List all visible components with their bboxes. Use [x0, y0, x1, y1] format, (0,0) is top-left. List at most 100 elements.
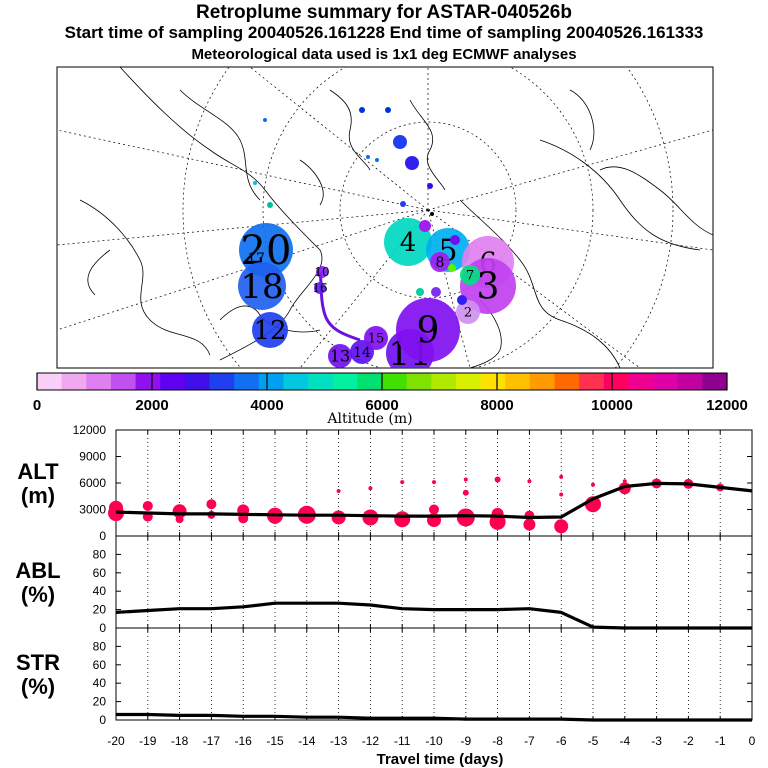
panel-frame [115, 627, 753, 721]
series-line [116, 712, 752, 722]
altitude-dot [271, 516, 279, 525]
cluster-label: 15 [368, 332, 385, 347]
cluster-blob [364, 326, 388, 350]
colorbar-swatch [554, 373, 580, 390]
plume-dot [416, 288, 424, 296]
y-tick-label: 0 [99, 713, 106, 727]
colorbar-swatch [406, 373, 432, 390]
cluster-label: 8 [436, 255, 445, 271]
panel-alt: 0 3000 6000 9000 12000 ALT(m) [17, 423, 753, 543]
colorbar-swatch [258, 373, 284, 390]
altitude-dot [527, 479, 532, 484]
panel-unit: (%) [21, 674, 55, 699]
cluster-label: 12 [253, 316, 286, 346]
x-tick-label: -4 [619, 734, 630, 748]
plume-dot [366, 155, 370, 159]
altitude-dot [523, 518, 536, 531]
plume-dot [450, 235, 460, 245]
altitude-dot [591, 482, 595, 487]
x-axis-label: Travel time (days) [377, 751, 504, 768]
colorbar-tick-label: 10000 [591, 397, 633, 414]
colorbar-swatch [505, 373, 531, 390]
colorbar-swatch [357, 373, 383, 390]
y-tick-label: 0 [99, 621, 106, 635]
panel-unit: (%) [21, 582, 55, 607]
cluster-label: 18 [240, 267, 283, 307]
altitude-dot [331, 510, 346, 525]
y-tick-label: 20 [93, 695, 107, 709]
panel-title: ABL [15, 558, 60, 583]
x-tick-label: -8 [492, 734, 503, 748]
plume-dot [393, 135, 407, 149]
cluster-blob [460, 265, 480, 285]
plume-dot [263, 118, 267, 122]
cluster-blob [314, 282, 326, 294]
colorbar-swatch [455, 373, 482, 390]
altitude-dot [206, 499, 217, 510]
colorbar-swatch [110, 373, 137, 390]
colorbar-swatch [61, 373, 87, 390]
colorbar-swatch [702, 373, 728, 390]
y-tick-label: 80 [93, 639, 107, 653]
x-tick-label: -6 [556, 734, 567, 748]
y-tick-label: 40 [93, 676, 107, 690]
colorbar-tick-label: 12000 [706, 397, 748, 414]
colorbar-tick-label: 8000 [480, 397, 513, 414]
plume-dot [375, 158, 379, 162]
x-tick-label: -12 [362, 734, 380, 748]
y-tick-label: 6000 [79, 476, 106, 490]
x-tick-label: -16 [235, 734, 253, 748]
plume-dot [431, 287, 441, 297]
colorbar-swatch [603, 373, 629, 390]
altitude-colorbar: 0 2000 4000 6000 8000 10000 12000 Altitude (m) [33, 372, 748, 427]
altitude-dot [432, 480, 436, 485]
cluster-label: 10 [314, 265, 329, 279]
colorbar-swatch [308, 373, 334, 390]
panel-abl: 0 20 40 60 80 ABL(%) [15, 535, 753, 635]
altitude-dot [394, 511, 411, 528]
colorbar-swatch [234, 373, 260, 390]
x-tick-label: -19 [139, 734, 157, 748]
cluster-blob [384, 218, 432, 266]
plume-dot [267, 202, 273, 208]
colorbar-swatch [184, 373, 210, 390]
x-tick-label: -15 [266, 734, 284, 748]
panel-unit: (m) [21, 483, 55, 508]
altitude-dot [362, 509, 379, 526]
y-tick-label: 3000 [79, 503, 106, 517]
cluster-label: 14 [353, 345, 371, 361]
x-tick-label: -1 [715, 734, 726, 748]
cluster-label: 9 [417, 311, 440, 352]
colorbar-swatch [653, 373, 679, 390]
cluster-label: 13 [330, 347, 350, 366]
y-tick-label: 40 [93, 584, 107, 598]
panel-title: ALT [17, 459, 59, 484]
colorbar-swatch [37, 373, 63, 390]
cluster-blob [238, 262, 286, 310]
x-tick-label: -18 [171, 734, 189, 748]
y-tick-label: 9000 [79, 450, 106, 464]
x-tick-label: -10 [425, 734, 443, 748]
map-coastlines [79, 67, 713, 368]
cluster-label: 7 [466, 269, 474, 284]
cluster-blob [316, 266, 328, 278]
x-tick-label: -9 [460, 734, 471, 748]
series-line [115, 481, 753, 520]
plume-dot [359, 107, 365, 113]
altitude-dot [175, 515, 184, 524]
altitude-dot [400, 480, 405, 485]
colorbar-tick-label: 0 [33, 397, 41, 414]
colorbar-swatch [86, 373, 112, 390]
x-tick-label: -2 [683, 734, 694, 748]
plume-dot [448, 264, 456, 272]
cluster-blob [252, 312, 288, 348]
colorbar-tick-label: 2000 [135, 397, 168, 414]
time-series-panels: 030006000900012000ALT(m)020406080ABL(%)0… [15, 423, 755, 748]
cluster-blob [328, 344, 352, 368]
cluster-blob [430, 252, 450, 272]
plume-dot [457, 295, 467, 305]
altitude-dot [429, 504, 439, 515]
x-tick-label: -11 [394, 734, 411, 748]
